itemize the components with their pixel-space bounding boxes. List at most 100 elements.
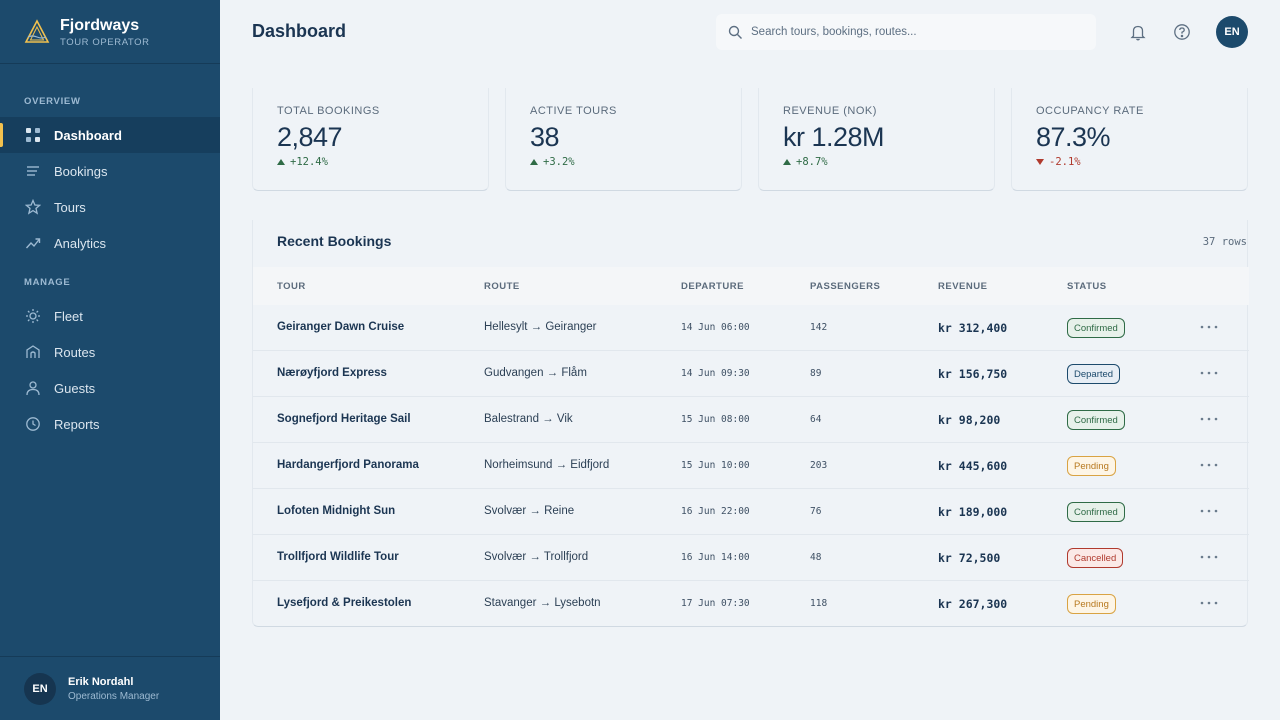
avatar: EN <box>24 672 56 705</box>
row-actions-button[interactable] <box>1199 319 1219 335</box>
cell-departure: 15 Jun 08:00 <box>681 414 750 425</box>
row-actions-button[interactable] <box>1199 549 1219 565</box>
trend-up-icon <box>783 159 791 165</box>
cell-tour: Trollfjord Wildlife Tour <box>277 551 399 563</box>
table-row[interactable]: Geiranger Dawn Cruise Hellesylt → Geirang… <box>253 305 1249 351</box>
stat-card-active-tours: ACTIVE TOURS 38 +3.2% <box>505 88 742 191</box>
cell-departure: 14 Jun 06:00 <box>681 322 750 333</box>
cell-departure: 16 Jun 22:00 <box>681 506 750 517</box>
route-icon <box>24 343 42 361</box>
column-header-tour[interactable]: TOUR <box>277 281 306 292</box>
cell-tour: Nærøyfjord Express <box>277 367 387 379</box>
recent-bookings-table: Recent Bookings 37 rows TOUR ROUTE DEPAR… <box>252 220 1249 627</box>
cell-tour: Hardangerfjord Panorama <box>277 459 419 471</box>
cell-passengers: 203 <box>810 460 828 471</box>
cell-revenue: kr 267,300 <box>938 597 1008 611</box>
cell-departure: 14 Jun 09:30 <box>681 368 750 379</box>
stat-card-occupancy-rate: OCCUPANCY RATE 87.3% -2.1% <box>1011 88 1248 191</box>
cell-revenue: kr 98,200 <box>938 413 1001 427</box>
bell-icon <box>1129 23 1147 41</box>
sidebar-item-analytics[interactable]: Analytics <box>0 225 220 261</box>
cell-passengers: 118 <box>810 598 828 609</box>
search-bar[interactable] <box>716 14 1096 50</box>
status-badge: Pending <box>1067 594 1116 614</box>
sidebar: Fjordways TOUR OPERATOR OVERVIEW Dashboa… <box>0 0 220 720</box>
brand: Fjordways TOUR OPERATOR <box>0 0 220 64</box>
cell-tour: Lysefjord & Preikestolen <box>277 597 412 609</box>
sidebar-item-fleet[interactable]: Fleet <box>0 298 220 334</box>
stat-card-total-bookings: TOTAL BOOKINGS 2,847 +12.4% <box>252 88 489 191</box>
sidebar-item-bookings[interactable]: Bookings <box>0 153 220 189</box>
stat-value: 87.3% <box>1036 122 1111 152</box>
cell-route: Svolvær → Trollfjord <box>484 551 589 563</box>
search-icon <box>728 25 743 40</box>
status-badge: Departed <box>1067 364 1121 384</box>
nav-section-overview: OVERVIEW <box>24 96 81 107</box>
cell-route: Norheimsund → Eidfjord <box>484 459 610 471</box>
user-icon <box>24 379 42 397</box>
stat-change-value: +8.7% <box>796 156 828 168</box>
table-header: TOUR ROUTE DEPARTURE PASSENGERS REVENUE … <box>253 267 1249 305</box>
cell-tour: Geiranger Dawn Cruise <box>277 321 405 333</box>
cell-passengers: 64 <box>810 414 822 425</box>
column-header-revenue[interactable]: REVENUE <box>938 281 988 292</box>
stat-label: TOTAL BOOKINGS <box>277 105 380 117</box>
sidebar-item-reports[interactable]: Reports <box>0 406 220 442</box>
column-header-passengers[interactable]: PASSENGERS <box>810 281 881 292</box>
stat-label: REVENUE (NOK) <box>783 105 877 117</box>
status-badge: Confirmed <box>1067 410 1125 430</box>
row-actions-button[interactable] <box>1199 595 1219 611</box>
header-avatar[interactable]: EN <box>1216 16 1248 48</box>
sidebar-item-dashboard[interactable]: Dashboard <box>0 117 220 153</box>
row-actions-button[interactable] <box>1199 457 1219 473</box>
trend-icon <box>24 234 42 252</box>
table-title: Recent Bookings <box>277 233 392 249</box>
status-badge: Confirmed <box>1067 318 1125 338</box>
sun-icon <box>24 307 42 325</box>
cell-passengers: 89 <box>810 368 822 379</box>
column-header-status[interactable]: STATUS <box>1067 281 1107 292</box>
sidebar-item-label: Guests <box>54 380 96 396</box>
status-badge: Confirmed <box>1067 502 1125 522</box>
row-actions-button[interactable] <box>1199 503 1219 519</box>
stat-change-value: -2.1% <box>1049 156 1081 168</box>
row-actions-button[interactable] <box>1199 365 1219 381</box>
cell-route: Gudvangen → Flåm <box>484 367 587 379</box>
row-actions-button[interactable] <box>1199 411 1219 427</box>
stat-value: kr 1.28M <box>783 122 885 152</box>
table-row[interactable]: Nærøyfjord Express Gudvangen → Flåm 14 Jun… <box>253 351 1249 397</box>
sidebar-item-guests[interactable]: Guests <box>0 370 220 406</box>
stat-label: ACTIVE TOURS <box>530 105 617 117</box>
page-title: Dashboard <box>252 21 347 41</box>
table-row[interactable]: Hardangerfjord Panorama Norheimsund → Eid… <box>253 443 1249 489</box>
cell-route: Balestrand → Vik <box>484 413 573 425</box>
trend-down-icon <box>1036 159 1044 165</box>
more-horizontal-icon <box>1200 601 1218 605</box>
notifications-button[interactable] <box>1128 22 1148 42</box>
sidebar-item-label: Analytics <box>54 235 107 251</box>
cell-tour: Lofoten Midnight Sun <box>277 505 396 517</box>
status-badge: Cancelled <box>1067 548 1124 568</box>
stat-change: +3.2% <box>530 156 741 168</box>
row-count: 37 rows <box>1202 236 1247 248</box>
current-user[interactable]: EN Erik Nordahl Operations Manager <box>0 656 220 720</box>
cell-revenue: kr 312,400 <box>938 321 1008 335</box>
column-header-departure[interactable]: DEPARTURE <box>681 281 744 292</box>
sidebar-item-routes[interactable]: Routes <box>0 334 220 370</box>
cell-departure: 15 Jun 10:00 <box>681 460 750 471</box>
sidebar-item-tours[interactable]: Tours <box>0 189 220 225</box>
search-input[interactable] <box>751 26 1071 38</box>
stat-change: +12.4% <box>277 156 488 168</box>
cell-revenue: kr 72,500 <box>938 551 1001 565</box>
sidebar-item-label: Reports <box>54 416 100 432</box>
stat-change-value: +3.2% <box>543 156 575 168</box>
stat-label: OCCUPANCY RATE <box>1036 105 1144 117</box>
column-header-route[interactable]: ROUTE <box>484 281 520 292</box>
help-button[interactable] <box>1172 22 1192 42</box>
table-row[interactable]: Lysefjord & Preikestolen Stavanger → Lyse… <box>253 581 1249 627</box>
table-row[interactable]: Lofoten Midnight Sun Svolvær → Reine 16 Ju… <box>253 489 1249 535</box>
cell-passengers: 48 <box>810 552 822 563</box>
table-row[interactable]: Trollfjord Wildlife Tour Svolvær → Trollf… <box>253 535 1249 581</box>
cell-departure: 16 Jun 14:00 <box>681 552 750 563</box>
table-row[interactable]: Sognefjord Heritage Sail Balestrand → Vik… <box>253 397 1249 443</box>
